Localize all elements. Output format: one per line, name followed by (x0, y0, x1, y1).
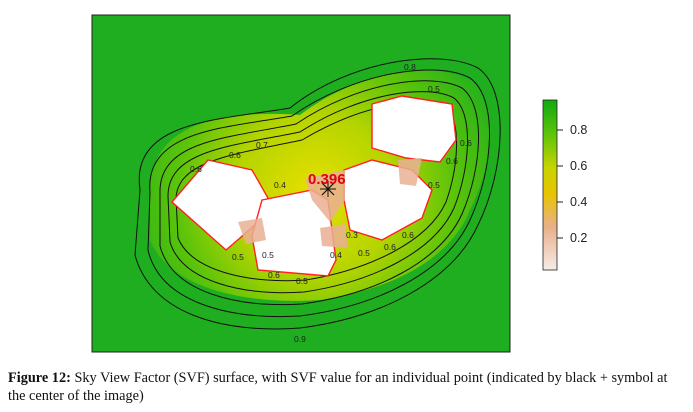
contour-label: 0.6 (268, 270, 280, 280)
contour-lines (134, 58, 501, 330)
contour-label: 0.6 (190, 164, 202, 174)
contour-label: 0.6 (402, 230, 414, 240)
contour-label: 0.8 (404, 62, 416, 72)
contour-label: 0.5 (358, 248, 370, 258)
plot-frame (91, 14, 511, 353)
legend-tick: 0.8 (570, 123, 587, 137)
contour-label: 0.5 (428, 180, 440, 190)
legend-tick: 0.4 (570, 195, 587, 209)
contour-label: 0.3 (346, 230, 358, 240)
contour-label: 0.5 (262, 250, 274, 260)
svf-point-value: 0.396 (308, 171, 346, 188)
svf-raster (92, 15, 510, 352)
legend-tick: 0.6 (570, 159, 587, 173)
contour-label-group: 0.8 0.7 0.6 0.6 0.5 0.4 0.3 0.4 0.5 0.6 … (190, 62, 472, 344)
contour-label: 0.6 (384, 242, 396, 252)
caption-text: Sky View Factor (SVF) surface, with SVF … (8, 370, 668, 404)
contour-label: 0.6 (229, 150, 241, 160)
contour-label: 0.6 (446, 156, 458, 166)
contour-label: 0.7 (256, 140, 268, 150)
figure-caption: Figure 12: Sky View Factor (SVF) surface… (8, 369, 688, 405)
low-svf-areas (238, 158, 422, 248)
contour-label: 0.9 (294, 334, 306, 344)
svf-point: 0.396 (308, 171, 346, 197)
contour-label: 0.6 (460, 138, 472, 148)
caption-label: Figure 12: (8, 370, 71, 386)
color-legend: 0.8 0.6 0.4 0.2 (542, 99, 587, 271)
contour-label: 0.5 (428, 84, 440, 94)
legend-tick: 0.2 (570, 231, 587, 245)
contour-label: 0.4 (330, 250, 342, 260)
contour-label: 0.4 (274, 180, 286, 190)
contour-label: 0.5 (232, 252, 244, 262)
contour-label: 0.5 (296, 276, 308, 286)
